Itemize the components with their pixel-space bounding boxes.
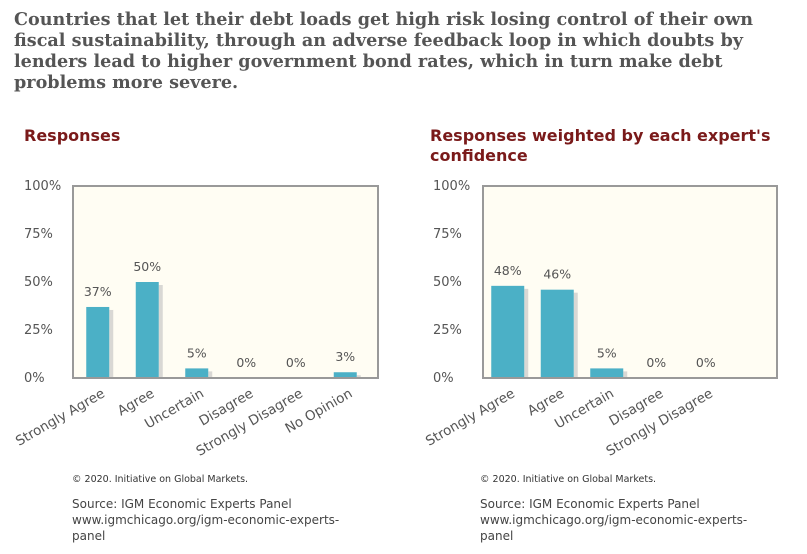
bar [86,306,110,378]
y-tick-label: 0% [24,371,45,386]
bar-shadow [109,309,114,378]
weighted-responses-panel: Responses weighted by each expert's conf… [407,0,807,554]
bar-shadow [524,288,529,378]
copyright-note: © 2020. Initiative on Global Markets. [72,474,249,485]
y-tick-label: 25% [433,323,462,338]
chart-title: Responses weighted by each expert's conf… [430,126,771,165]
source-url-continued: panel [480,529,514,543]
bar [491,285,525,378]
data-label: 0% [696,355,716,370]
bar [185,368,209,378]
y-tick-label: 100% [24,179,61,194]
y-tick-label: 100% [433,179,470,194]
bar [135,282,159,378]
y-tick-label: 75% [433,227,462,242]
data-label: 46% [543,267,571,282]
responses-chart: 0%25%50%75%100%37%Strongly Agree50%Agree… [13,179,379,460]
data-label: 48% [494,263,522,278]
y-tick-label: 50% [24,275,53,290]
bar-shadow [208,371,213,378]
weighted-responses-chart: 0%25%50%75%100%48%Strongly Agree46%Agree… [423,179,778,460]
y-tick-label: 0% [433,371,454,386]
y-tick-label: 75% [24,227,53,242]
data-label: 0% [286,355,306,370]
data-label: 5% [187,345,207,360]
plot-area [483,186,777,378]
category-label: Strongly Agree [423,386,518,450]
plot-frame [72,185,379,379]
bar [333,372,357,378]
copyright-note: © 2020. Initiative on Global Markets. [480,474,657,485]
survey-statement: Countries that let their debt loads get … [14,9,754,93]
y-tick-label: 25% [24,323,53,338]
source-label: Source: IGM Economic Experts Panel [72,497,292,511]
source-label: Source: IGM Economic Experts Panel [480,497,700,511]
bar [590,368,624,378]
source-url: www.igmchicago.org/igm-economic-experts- [72,513,340,527]
plot-area [73,186,378,378]
source-url: www.igmchicago.org/igm-economic-experts- [480,513,748,527]
data-label: 0% [646,355,666,370]
data-label: 37% [84,284,112,299]
bar-shadow [356,375,361,378]
bar-shadow [573,292,578,378]
bar [540,289,574,378]
data-label: 0% [236,355,256,370]
bar-shadow [158,285,163,378]
category-label: Strongly Agree [13,386,108,450]
source-note: Source: IGM Economic Experts Panel www.i… [480,496,780,544]
source-note: Source: IGM Economic Experts Panel www.i… [72,496,372,544]
data-label: 3% [335,349,355,364]
data-label: 50% [133,259,161,274]
data-label: 5% [597,345,617,360]
bar-shadow [623,371,628,378]
y-tick-label: 50% [433,275,462,290]
plot-frame [482,185,778,379]
chart-title: Responses [24,126,121,145]
source-url-continued: panel [72,529,106,543]
responses-panel: Responses 0% 25% 50% 75% 100% 37% Strongly Agr… [0,0,400,554]
